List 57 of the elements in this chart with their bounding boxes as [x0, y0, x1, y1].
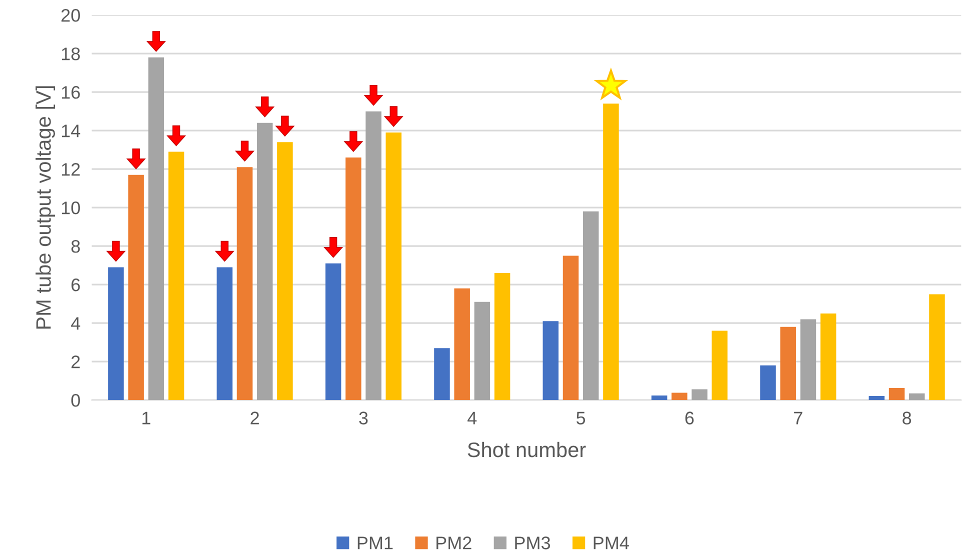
bar [434, 348, 450, 400]
bar [128, 174, 144, 400]
bar [582, 211, 599, 400]
y-tick-label: 18 [62, 48, 80, 60]
x-tick-label: 2 [250, 412, 259, 424]
bar [148, 57, 164, 400]
y-tick-label: 16 [62, 86, 80, 99]
y-tick-label: 12 [62, 163, 80, 176]
bar [868, 396, 885, 400]
bar [760, 365, 776, 400]
y-tick-label: 10 [62, 202, 80, 214]
bar [712, 330, 728, 400]
bar [888, 388, 905, 400]
legend-label: PM2 [436, 536, 472, 550]
x-axis-title: Shot number [468, 442, 586, 458]
bar [454, 288, 470, 400]
bar [277, 142, 293, 400]
bar [780, 326, 796, 400]
bar [562, 256, 579, 400]
bar [346, 158, 362, 400]
bar [820, 313, 836, 400]
y-axis-title: PM tube output voltage [V] [36, 86, 56, 329]
legend-label: PM1 [358, 536, 393, 550]
legend-label: PM3 [515, 536, 550, 550]
bar [256, 122, 273, 400]
y-tick-label: 8 [71, 240, 80, 253]
bar [542, 321, 559, 400]
bar [494, 273, 510, 400]
bar [168, 152, 184, 400]
x-tick-label: 1 [142, 412, 150, 424]
bar [909, 393, 925, 400]
x-tick-label: 3 [359, 412, 368, 424]
x-tick-label: 6 [685, 412, 694, 424]
x-tick-label: 4 [468, 412, 477, 424]
y-tick-label: 14 [62, 124, 80, 138]
bar [236, 167, 253, 400]
bar [474, 302, 490, 400]
bar [366, 111, 382, 400]
bar [692, 389, 708, 400]
bar [672, 392, 688, 400]
y-tick-label: 0 [71, 394, 80, 407]
bar [929, 294, 945, 400]
bar [386, 132, 402, 400]
y-tick-label: 6 [72, 278, 80, 292]
bar [651, 395, 668, 400]
x-tick-label: 7 [794, 412, 802, 424]
y-tick-label: 4 [71, 317, 80, 330]
bar [108, 267, 124, 400]
y-tick-label: 2 [72, 356, 80, 368]
x-tick-label: 8 [902, 412, 912, 424]
bar [216, 267, 233, 400]
bar [325, 263, 342, 400]
x-tick-label: 5 [576, 412, 586, 424]
bar [800, 319, 816, 400]
bar [603, 104, 619, 400]
legend-label: PM4 [594, 536, 629, 550]
y-tick-label: 20 [61, 9, 80, 22]
